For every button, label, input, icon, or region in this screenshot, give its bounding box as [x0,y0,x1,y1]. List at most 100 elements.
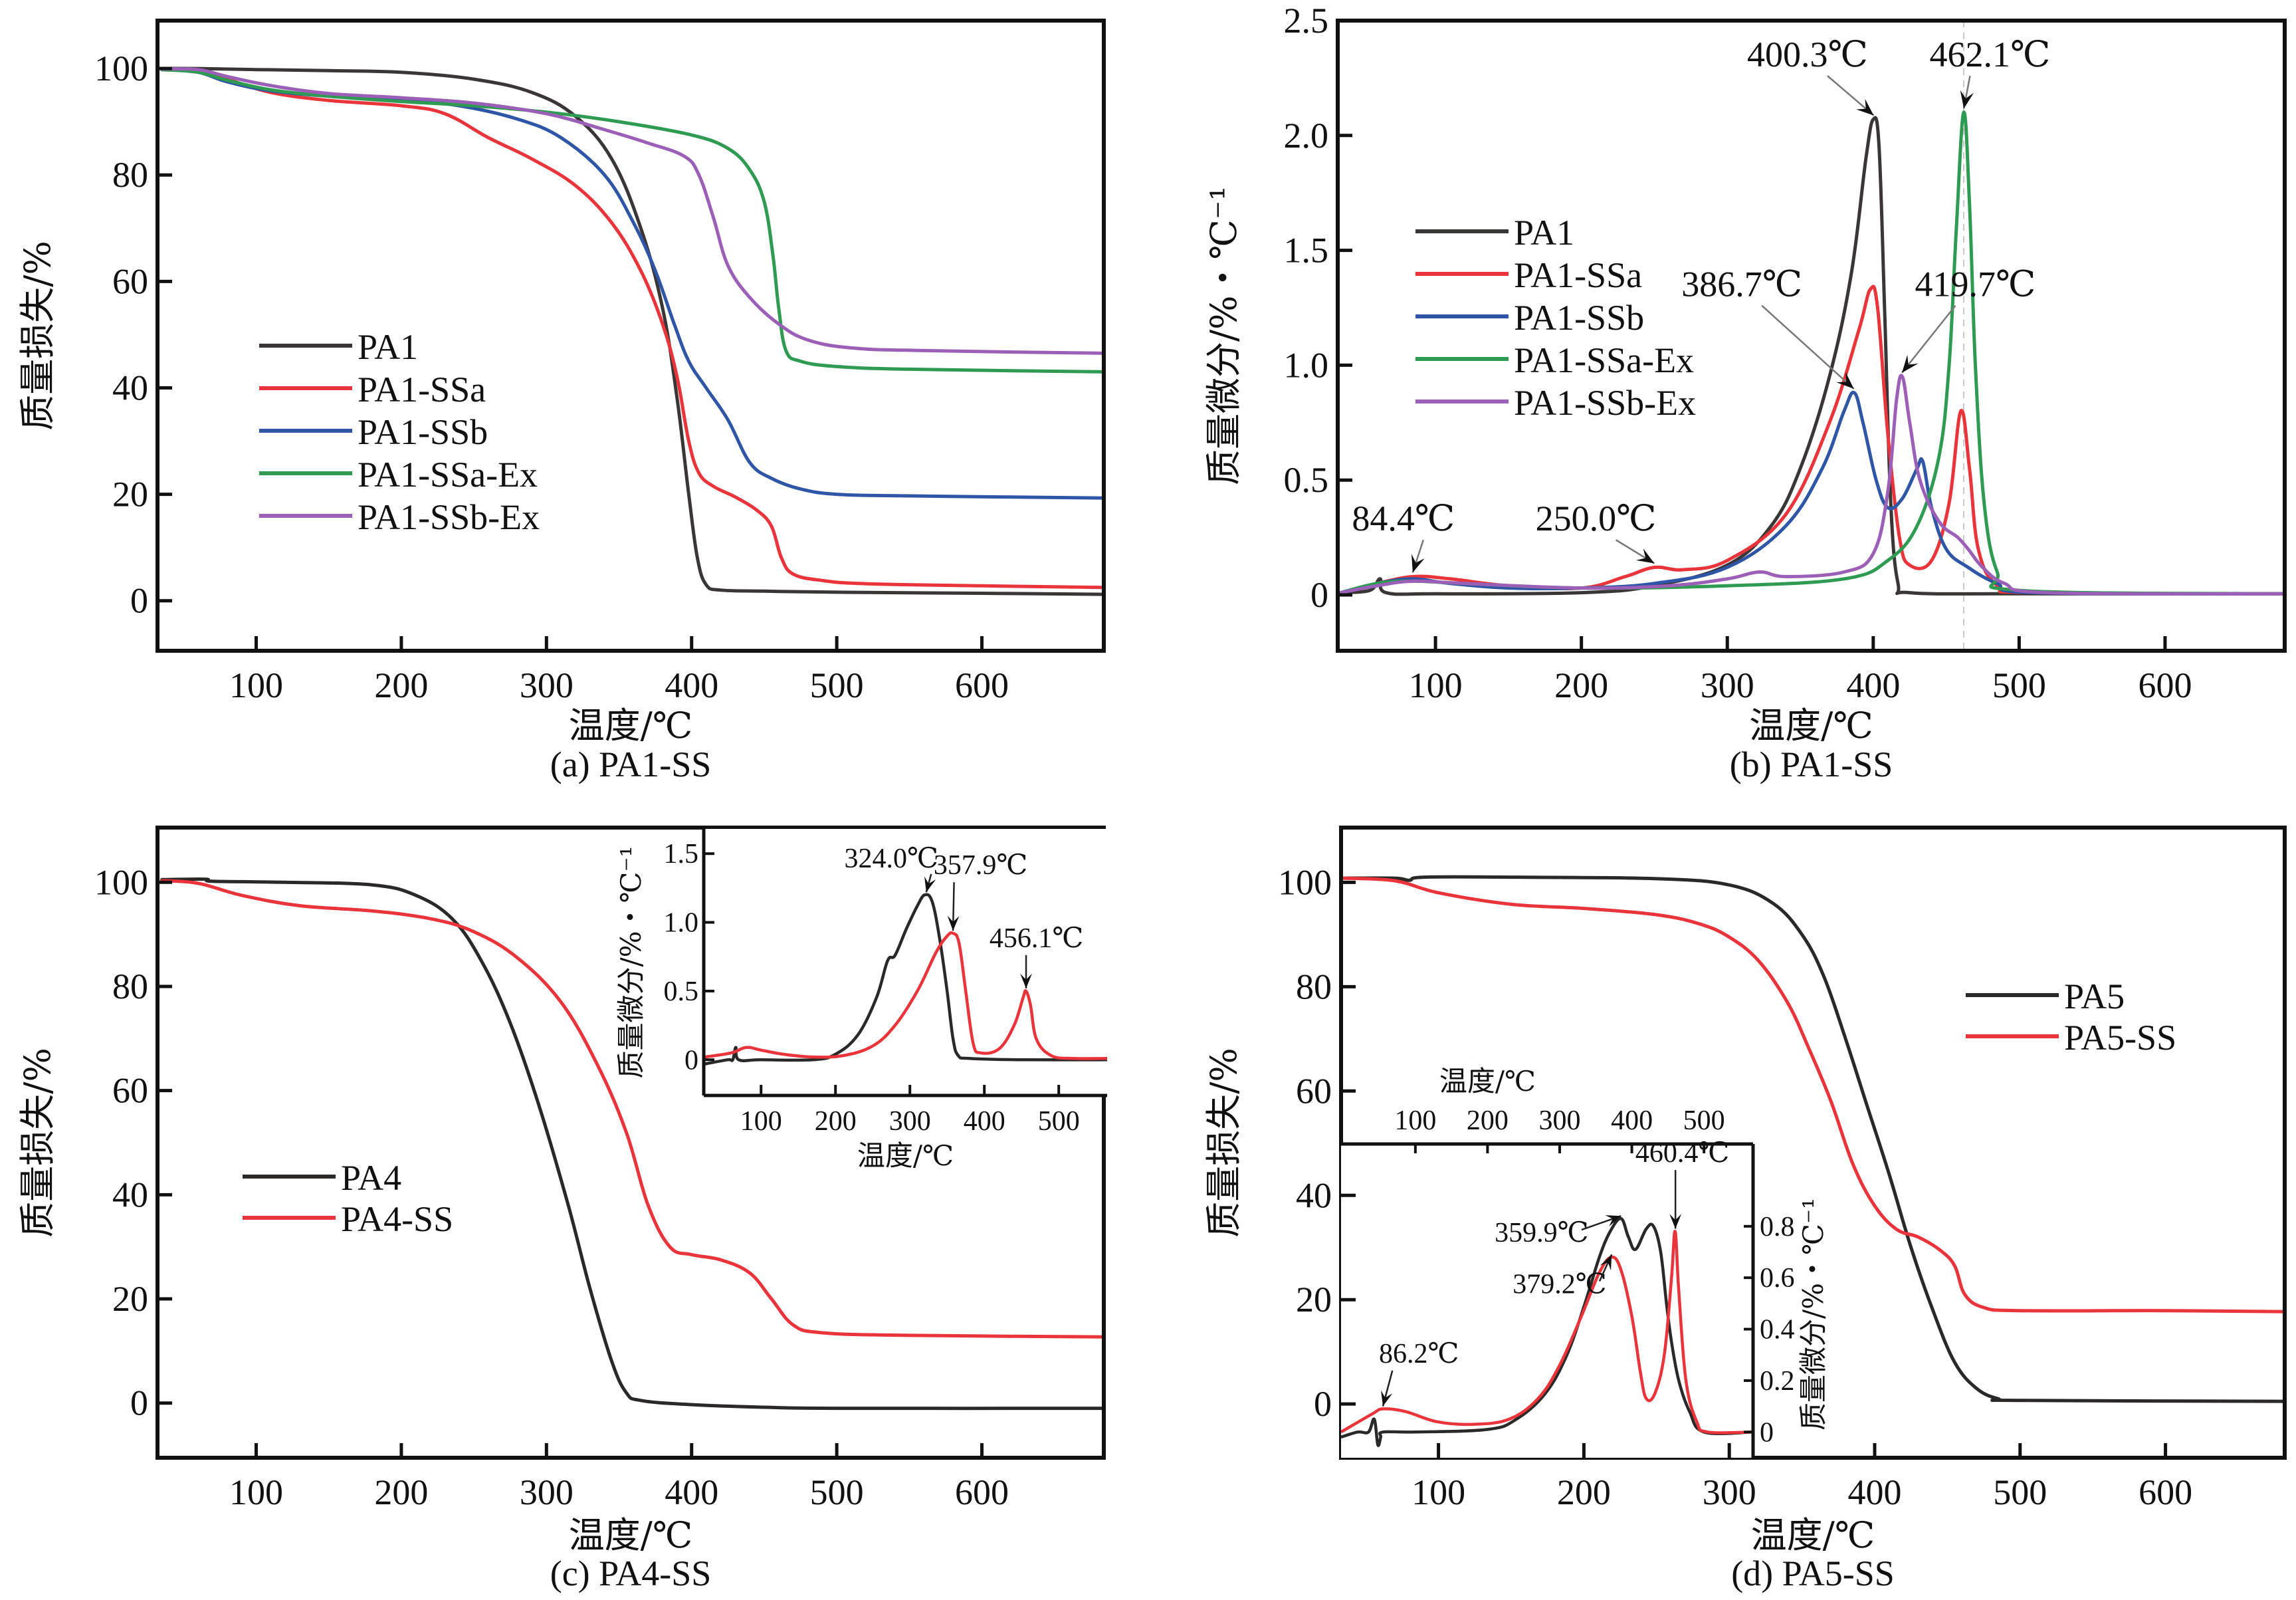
annotation-arrow [1761,304,1855,390]
inset-x-tick-label: 500 [1683,1105,1725,1136]
arrow-head-icon [1600,1254,1612,1271]
arrow-head-icon [1605,1215,1621,1226]
series-line-pa1-ssa-ex [1338,110,2285,596]
axes-frame [156,826,1106,1460]
panel-c: 100 200 300 400 500 600 0 20 40 60 80 100 温度/℃ 质量损失/%… [17,826,1106,1593]
x-tick-label: 300 [520,665,574,705]
series-line-pa1-ssa-ex [160,68,1104,374]
annotation: 400.3℃ [1747,35,1875,116]
x-tick-label: 400 [1846,665,1900,705]
y-tick-label: 0 [1310,575,1328,615]
series-line-pa1-ssb [160,68,1104,500]
y-axis-title: 质量损失/% [17,241,58,431]
panel-caption: (b) PA1-SS [1730,744,1893,784]
panel-caption: (c) PA4-SS [550,1553,712,1593]
inset-x-tick-label: 200 [1467,1105,1509,1136]
series-group [1338,21,2285,651]
series-line-pa1-ssa [1338,285,2285,596]
inset-annotation: 359.9℃ [1495,1215,1621,1248]
y-tick-label: 20 [1296,1280,1332,1319]
inset-series-line-pa4 [704,893,1107,1066]
inset-x-axis-title: 温度/℃ [1439,1065,1536,1097]
arrow-head-icon [947,915,960,931]
legend-label: PA1-SSb [358,412,488,452]
x-tick-label: 500 [810,1472,864,1512]
inset-annotation-label: 357.9℃ [934,850,1027,881]
annotation-label: 84.4℃ [1352,499,1455,538]
legend-label: PA1-SSa [358,370,486,409]
x-tick-label: 300 [1701,665,1754,705]
series-group [160,66,1104,596]
inset-y-axis-title: 质量微分/%・℃⁻¹ [615,846,647,1078]
inset-annotation: 357.9℃ [934,850,1027,931]
y-tick-label: 80 [112,967,148,1006]
arrow-head-icon [1411,554,1425,573]
inset-annotation: 460.4℃ [1635,1138,1729,1229]
x-tick-label: 100 [229,1472,283,1512]
x-tick-label: 100 [1411,1472,1465,1512]
inset-annotation: 379.2℃ [1513,1254,1613,1300]
legend-label: PA1 [1514,213,1574,253]
arrow-head-icon [1855,98,1874,116]
series-line-pa1-ssb [1338,390,2285,596]
series-line-pa5 [1342,875,2285,1403]
inset-series-group [1341,1216,1753,1447]
inset-d: 100 200 300 400 500 0 0.2 0.4 0.6 0.8 温度/℃ 质量微分/%・℃… [1341,1065,1829,1458]
inset-annotation-label: 456.1℃ [990,923,1083,954]
legend-label: PA1-SSb-Ex [1514,383,1696,423]
arrow-head-icon [1635,548,1655,564]
annotation-label: 419.7℃ [1915,265,2036,304]
series-line-pa1 [160,66,1104,596]
axes-frame [1336,19,2287,653]
series-line-pa1-ssa [160,68,1104,590]
inset-y-tick-label: 0.5 [664,976,699,1007]
annotation-label: 400.3℃ [1747,35,1868,74]
inset-x-tick-label: 400 [964,1106,1005,1137]
inset-annotation-label: 359.9℃ [1495,1218,1588,1248]
x-tick-label: 600 [955,1472,1009,1512]
panel-b: 100 200 300 400 500 600 0 0.5 1.0 1.5 2.0 2.5 温度/℃ 质量… [1203,1,2287,784]
y-tick-label: 1.5 [1284,231,1329,271]
series-group [1342,875,2285,1403]
y-tick-label: 0.5 [1284,460,1329,500]
inset-series-line-pa4-ss [704,931,1107,1060]
series-group [160,877,1104,1411]
inset-x-tick-label: 200 [815,1106,857,1137]
legend-label: PA4-SS [341,1199,453,1239]
series-line-pa4-ss [160,879,1104,1339]
annotation: 386.7℃ [1681,265,1855,390]
y-axis-title: 质量损失/% [17,1048,58,1238]
inset-y-tick-label: 0.4 [1760,1315,1795,1345]
inset-annotation: 324.0℃ [844,844,938,893]
x-tick-label: 500 [1993,1472,2047,1512]
y-tick-label: 100 [1278,862,1332,902]
series-line-pa4 [160,877,1104,1411]
axes-frame [156,19,1106,653]
arrow-head-icon [1902,354,1919,373]
y-tick-label: 2.5 [1284,1,1329,41]
y-tick-label: 80 [1296,967,1332,1006]
x-tick-label: 600 [955,665,1009,705]
inset-x-tick-label: 100 [740,1106,782,1137]
x-tick-label: 200 [1557,1472,1611,1512]
x-tick-label: 400 [665,665,718,705]
x-tick-label: 400 [665,1472,718,1512]
y-tick-label: 0 [130,1383,148,1423]
y-tick-label: 40 [112,1175,148,1214]
legend-label: PA4 [341,1158,401,1198]
x-tick-label: 400 [1847,1472,1901,1512]
legend-label: PA1-SSa-Ex [1514,340,1694,380]
inset-annotation-label: 460.4℃ [1635,1138,1729,1169]
legend-label: PA1-SSa [1514,255,1642,295]
panel-caption: (a) PA1-SS [550,744,712,784]
inset-c: 100 200 300 400 500 0 0.5 1.0 1.5 温度/℃ 质量微分/%・℃⁻¹ 3… [615,829,1107,1172]
legend-label: PA1-SSb [1514,298,1644,338]
annotation-label: 250.0℃ [1536,499,1657,538]
annotation-arrow [1901,304,1956,374]
annotation: 419.7℃ [1901,265,2036,374]
inset-y-tick-label: 0.2 [1760,1366,1795,1397]
inset-x-axis-title: 温度/℃ [857,1139,954,1172]
